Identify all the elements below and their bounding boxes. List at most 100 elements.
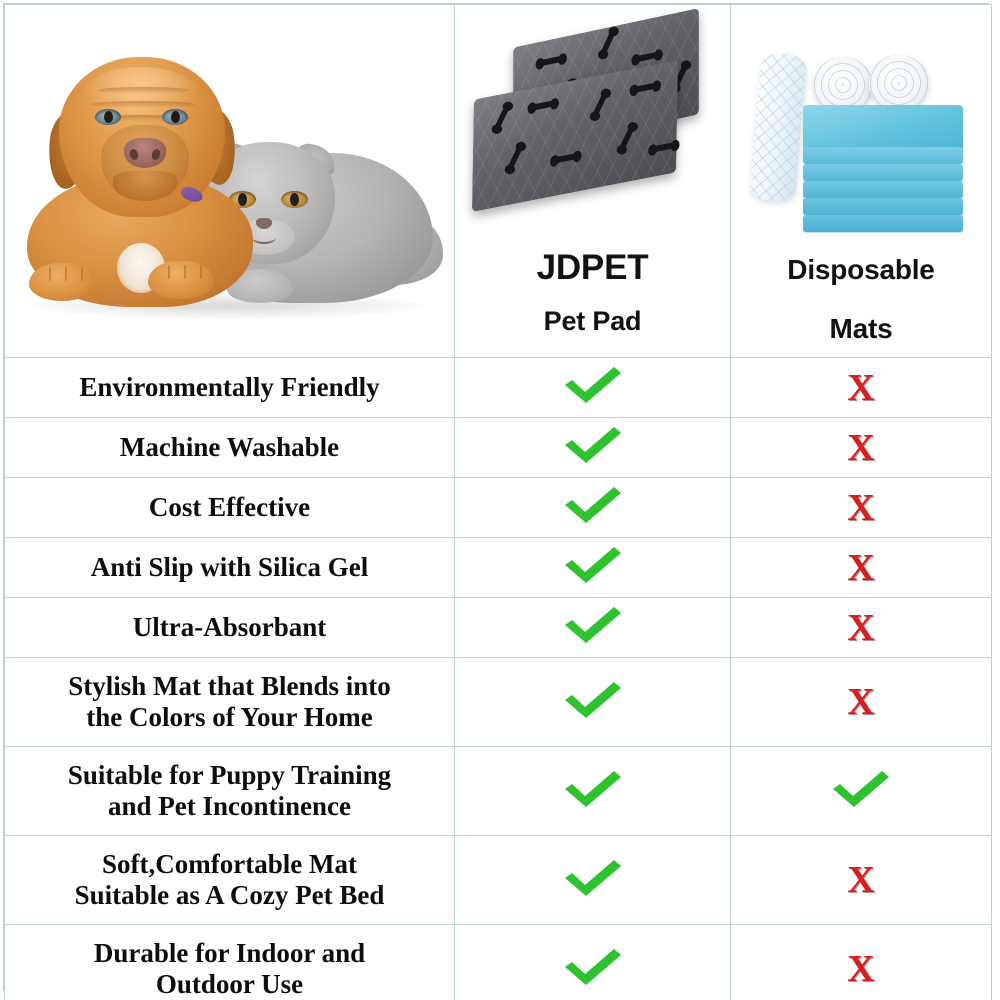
feature-label: Stylish Mat that Blends into the Colors …	[4, 657, 455, 747]
jdpet-mark-cell	[454, 417, 731, 478]
disposable-header-cell: Disposable Mats	[730, 4, 992, 358]
jdpet-mark-cell	[454, 746, 731, 836]
check-icon	[562, 858, 624, 898]
jdpet-mark-cell	[454, 477, 731, 538]
feature-line: Suitable as A Cozy Pet Bed	[74, 880, 385, 910]
table-row: Cost Effective X	[4, 477, 992, 538]
dog-wrinkle	[97, 87, 189, 94]
table-row: Suitable for Puppy Training and Pet Inco…	[4, 746, 992, 836]
mat-sheet	[803, 147, 963, 164]
feature-line: Durable for Indoor and	[93, 937, 366, 968]
table-header-row: JDPET Pet Pad	[4, 4, 992, 358]
jdpet-pet-pad-image	[455, 5, 730, 245]
dog-pupil-left	[104, 111, 113, 123]
feature-label: Soft,Comfortable Mat Suitable as A Cozy …	[4, 835, 455, 925]
mat-sheet	[803, 181, 963, 198]
cross-icon: X	[847, 366, 875, 409]
bone-icon	[636, 51, 658, 63]
table-row: Stylish Mat that Blends into the Colors …	[4, 657, 992, 747]
feature-label: Anti Slip with Silica Gel	[4, 537, 455, 598]
dog-pupil-right	[171, 111, 180, 123]
dog-toe-line	[49, 267, 51, 281]
cross-icon: X	[847, 859, 875, 901]
dog-toe-line	[200, 265, 202, 279]
dog-and-cat-photo	[5, 5, 454, 357]
table-row: Durable for Indoor and Outdoor Use X	[4, 924, 992, 1000]
mat-sheet-top	[803, 105, 963, 151]
dog-lip	[113, 171, 177, 201]
feature-line: Cost Effective	[148, 491, 311, 522]
jdpet-mark-cell	[454, 357, 731, 418]
cat-mouth	[252, 231, 276, 244]
disposable-mats-image	[731, 5, 991, 245]
table-row: Machine Washable X	[4, 417, 992, 478]
feature-line: Ultra-Absorbant	[132, 611, 327, 642]
cross-icon: X	[847, 948, 875, 990]
mat-sheet	[803, 198, 963, 215]
cross-icon: X	[847, 606, 875, 649]
cat-pupil-left	[238, 193, 247, 206]
check-icon	[562, 485, 624, 525]
disposable-brand-label: Disposable	[787, 254, 935, 285]
pet-pad-stack	[455, 5, 730, 245]
jdpet-header-cell: JDPET Pet Pad	[454, 4, 731, 358]
bone-icon	[507, 146, 523, 170]
bone-icon	[494, 105, 510, 130]
check-icon	[562, 769, 624, 809]
disposable-mark-cell: X	[730, 417, 992, 478]
bone-icon	[592, 92, 608, 117]
disposable-mats-stack	[731, 5, 991, 245]
feature-label: Machine Washable	[4, 417, 455, 478]
disposable-mark-cell: X	[730, 597, 992, 658]
bone-icon	[532, 100, 555, 111]
bone-icon	[554, 152, 577, 164]
table-body: JDPET Pet Pad	[4, 4, 992, 1000]
dog-wrinkle	[91, 101, 195, 108]
cross-icon: X	[847, 681, 875, 723]
rolled-mat	[813, 57, 873, 113]
jdpet-mark-cell	[454, 657, 731, 747]
bone-icon	[618, 126, 635, 151]
jdpet-mark-cell	[454, 924, 731, 1000]
feature-label: Durable for Indoor and Outdoor Use	[4, 924, 455, 1000]
feature-line: and Pet Incontinence	[108, 791, 351, 821]
disposable-mark-cell	[730, 746, 992, 836]
feature-line: Soft,Comfortable Mat	[102, 848, 357, 879]
check-icon	[562, 947, 624, 987]
disposable-mark-cell: X	[730, 657, 992, 747]
feature-line: Suitable for Puppy Training	[67, 759, 392, 790]
bone-icon	[634, 82, 657, 93]
mat-sheet	[803, 164, 963, 181]
feature-line: Machine Washable	[119, 431, 340, 462]
jdpet-mark-cell	[454, 835, 731, 925]
disposable-mark-cell: X	[730, 537, 992, 598]
check-icon	[562, 680, 624, 720]
cross-icon: X	[847, 546, 875, 589]
cross-icon: X	[847, 426, 875, 469]
feature-line: Environmentally Friendly	[79, 371, 380, 402]
feature-line: Outdoor Use	[155, 969, 304, 999]
dog-wrinkle	[93, 115, 191, 122]
feature-line: Stylish Mat that Blends into	[68, 670, 391, 701]
disposable-mark-cell: X	[730, 477, 992, 538]
disposable-mark-cell: X	[730, 357, 992, 418]
cat-nose	[256, 218, 272, 229]
standing-mat-roll	[748, 51, 808, 203]
check-icon	[562, 365, 624, 405]
jdpet-brand-label: JDPET	[536, 248, 649, 287]
cat-pupil-right	[290, 193, 299, 206]
dog-toe-line	[168, 265, 170, 279]
bone-icon	[652, 142, 675, 153]
feature-line: the Colors of Your Home	[86, 702, 373, 732]
feature-label: Suitable for Puppy Training and Pet Inco…	[4, 746, 455, 836]
dog-toe-line	[81, 267, 83, 281]
jdpet-product-label: Pet Pad	[543, 306, 642, 336]
dog-toe-line	[65, 267, 67, 281]
check-icon	[830, 769, 892, 809]
hero-image-cell	[4, 4, 455, 358]
bone-icon	[600, 30, 616, 55]
table-row: Anti Slip with Silica Gel X	[4, 537, 992, 598]
disposable-mark-cell: X	[730, 924, 992, 1000]
dog-toe-line	[184, 265, 186, 279]
